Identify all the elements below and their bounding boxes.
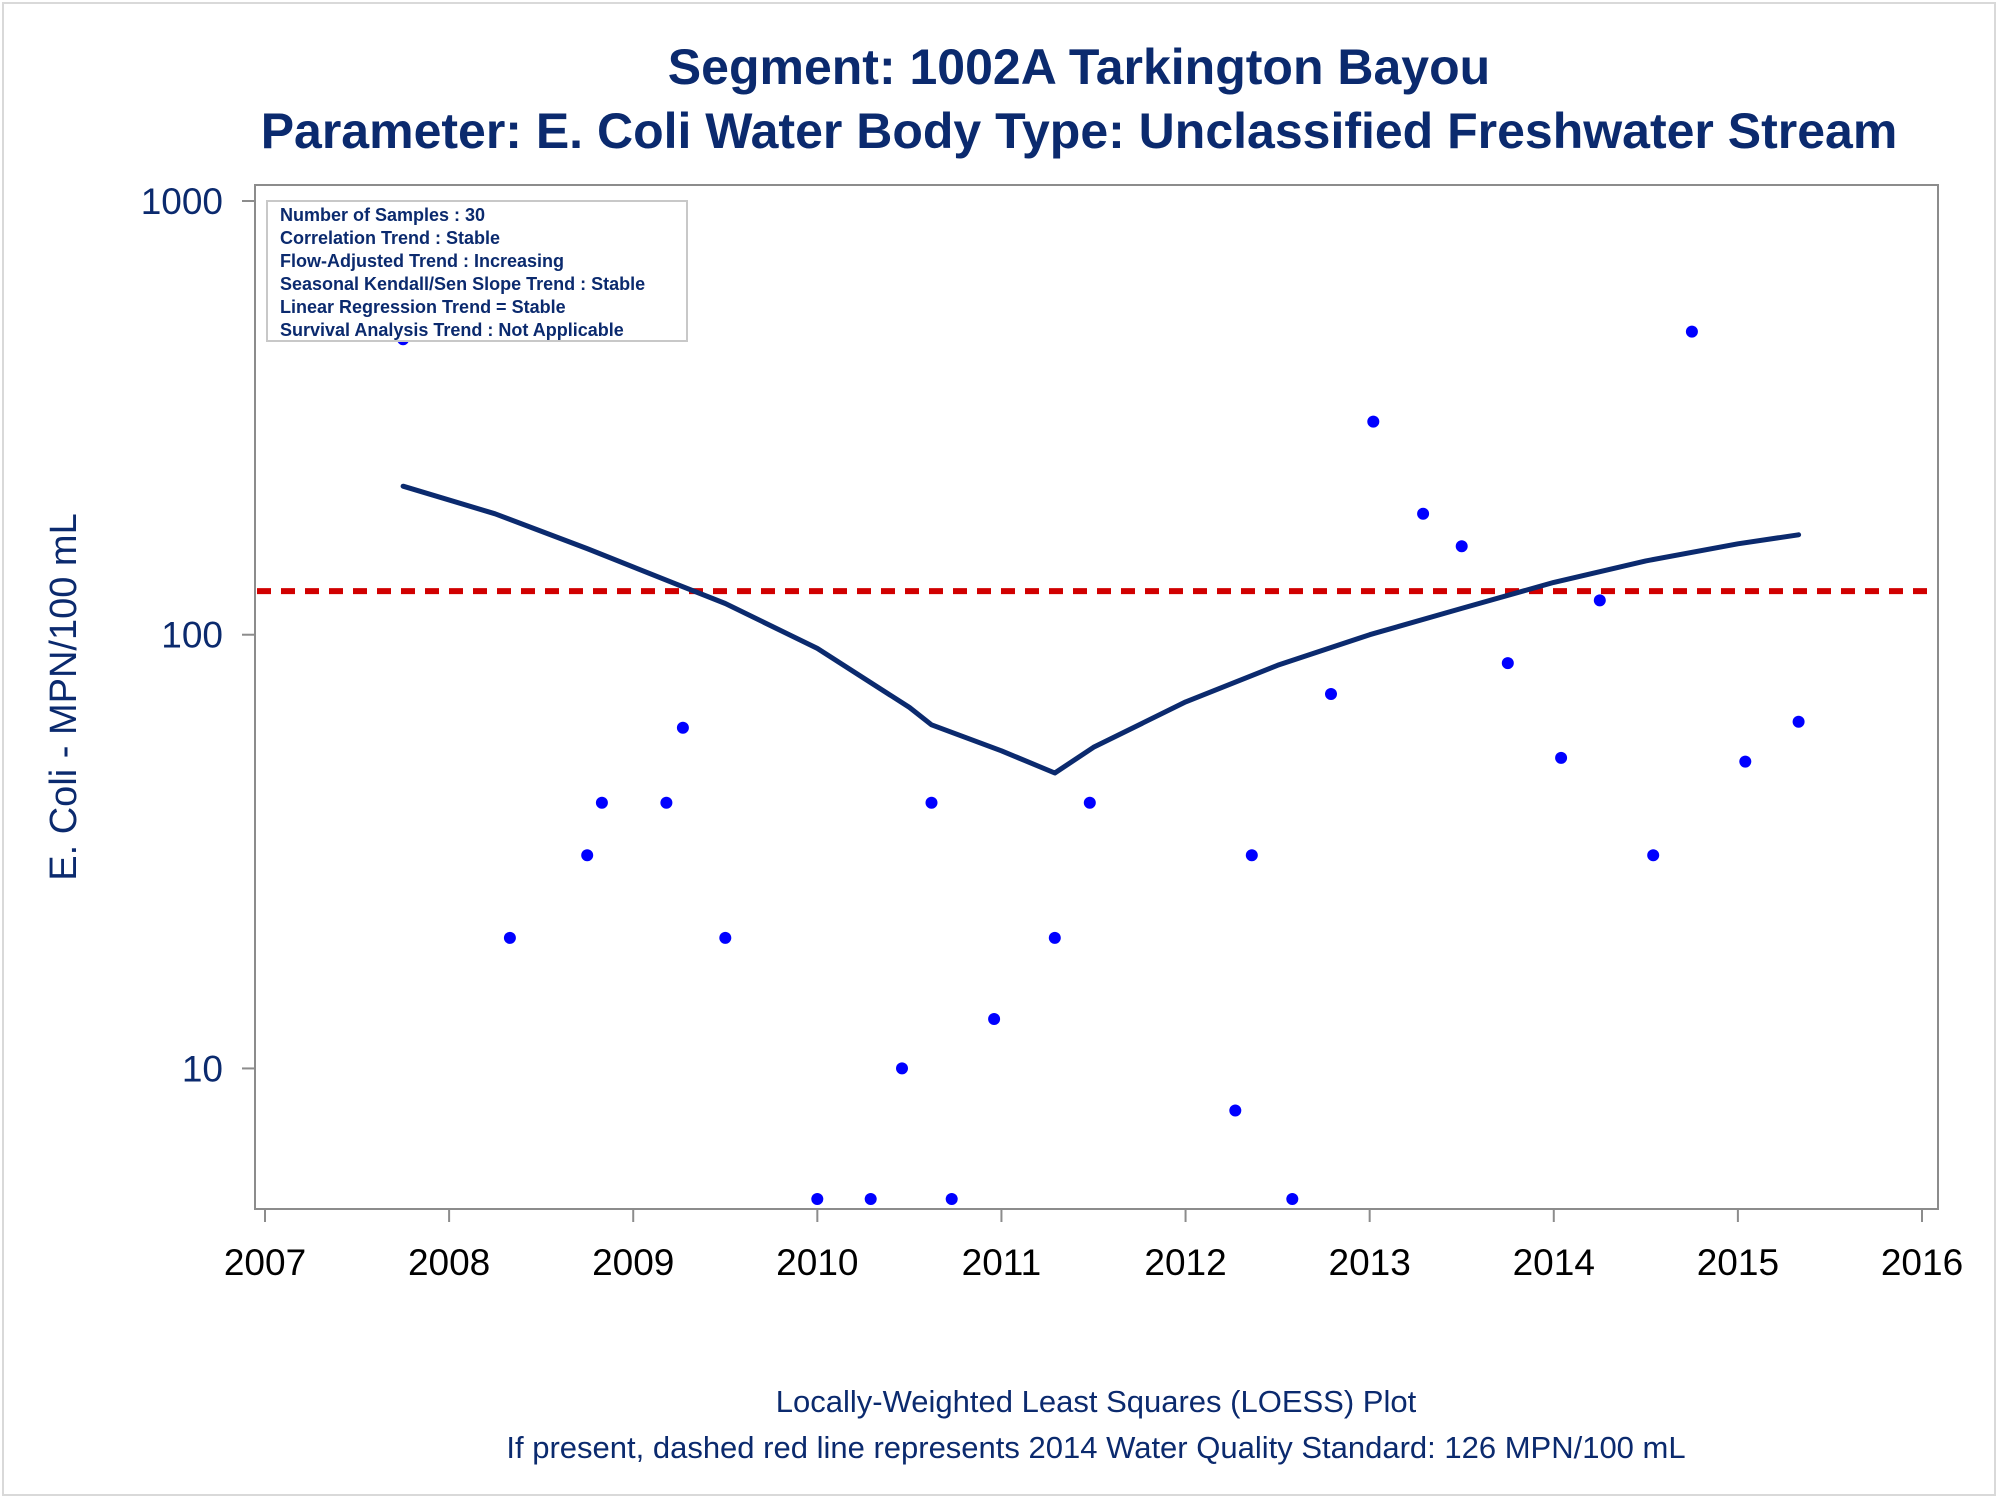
y-tick-label: 1000 [141,181,223,222]
chart-title: Segment: 1002A Tarkington Bayou [668,39,1490,95]
y-axis: 10 100 1000 [141,181,256,1209]
footnote-standard: If present, dashed red line represents 2… [506,1430,1685,1465]
data-point [676,721,689,734]
data-point [1792,715,1805,728]
data-point [1229,1104,1242,1117]
data-point [1367,415,1380,428]
points-layer [397,291,1805,1205]
data-point [660,796,673,809]
data-point [896,1062,908,1075]
y-axis-label: E. Coli - MPN/100 mL [43,513,85,880]
data-point [595,796,608,809]
x-tick-label: 2009 [592,1242,674,1283]
stats-line: Number of Samples : 30 [280,205,485,225]
x-tick-label: 2011 [962,1242,1042,1283]
x-tick-label: 2008 [408,1242,490,1283]
stats-box: Number of Samples : 30 Correlation Trend… [266,200,688,342]
data-point [503,931,516,944]
data-point [1245,849,1258,862]
data-point [1501,657,1514,670]
loess-layer [400,483,1802,776]
stats-box-border [266,200,688,342]
x-axis: 2007 2008 2009 2010 2011 2012 2013 2014 2015 2016 [224,1208,1963,1283]
x-tick-label: 2010 [776,1242,858,1283]
stats-line: Seasonal Kendall/Sen Slope Trend : Stabl… [280,274,645,294]
data-point [581,849,594,862]
stats-line: Flow-Adjusted Trend : Increasing [280,251,564,271]
y-tick-label: 10 [182,1048,223,1089]
loess-line [400,483,1802,776]
x-tick-label: 2013 [1329,1242,1411,1283]
stats-line: Survival Analysis Trend : Not Applicable [280,320,624,340]
data-point [1685,325,1698,338]
data-point [1083,796,1096,809]
data-point [1048,931,1061,944]
chart-subtitle: Parameter: E. Coli Water Body Type: Uncl… [261,103,1898,159]
data-point [1286,1193,1299,1205]
data-point [925,796,938,809]
x-tick-label: 2012 [1144,1242,1226,1283]
data-point [1325,688,1337,700]
y-tick-label: 100 [161,615,223,656]
data-point [1555,751,1568,764]
data-point [811,1193,824,1205]
x-tick-label: 2016 [1881,1242,1963,1283]
x-tick-label: 2015 [1697,1242,1779,1283]
footnote-loess: Locally-Weighted Least Squares (LOESS) P… [776,1384,1417,1419]
data-point [864,1193,877,1205]
x-tick-label: 2014 [1513,1242,1595,1283]
stats-line: Linear Regression Trend = Stable [280,297,566,317]
data-point [988,1013,1001,1025]
data-point [1593,594,1606,607]
data-point [1739,755,1752,768]
data-point [1417,507,1430,520]
data-point [719,931,732,944]
data-point [945,1193,958,1205]
x-tick-label: 2007 [224,1242,306,1283]
data-point [1455,540,1468,553]
stats-line: Correlation Trend : Stable [280,228,500,248]
data-point [1647,849,1660,862]
